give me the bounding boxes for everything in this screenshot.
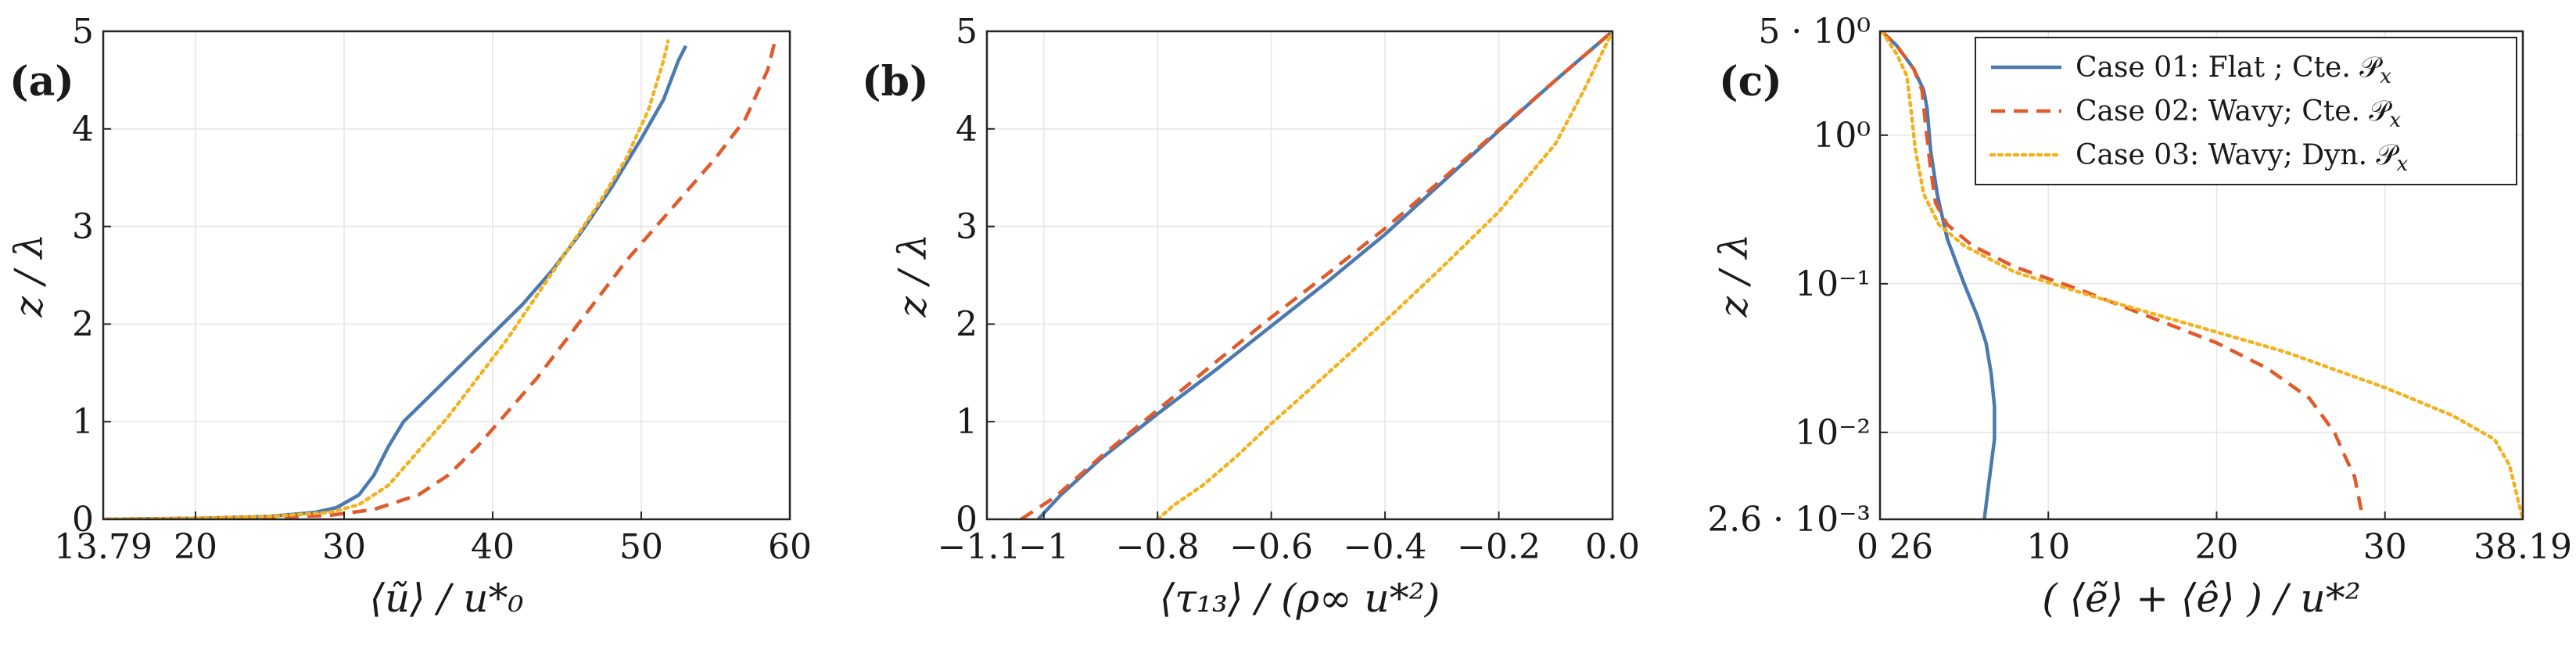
legend-box [1975, 37, 2517, 185]
y-tick-label: 10⁻¹ [1795, 264, 1871, 304]
x-tick-label: 60 [768, 527, 812, 567]
series-line-case-03 [1155, 31, 1613, 519]
y-tick-label: 2 [956, 304, 978, 344]
x-tick-label: 40 [471, 527, 515, 567]
y-tick-label: 4 [72, 109, 94, 149]
legend-entry-label: Case 03: Wavy; Dyn. 𝒫x [2076, 139, 2408, 176]
grid [103, 31, 790, 519]
series-line-case-03 [103, 39, 670, 519]
legend-entry-label: Case 01: Flat ; Cte. 𝒫x [2076, 52, 2391, 88]
plot-frame [985, 30, 1614, 521]
y-tick-label: 3 [72, 207, 94, 247]
x-tick-label: 0.0 [1585, 527, 1640, 567]
x-tick-label: 10 [2026, 527, 2070, 567]
x-tick-label: −1.1 [938, 527, 1021, 567]
x-tick-label: −0.6 [1229, 527, 1313, 567]
panel-label: (c) [1719, 58, 1782, 106]
series-line-case-02 [1880, 31, 2365, 519]
y-tick-label: 4 [956, 109, 978, 149]
plot-frame [1878, 30, 2524, 521]
y-tick-label: 0 [956, 500, 978, 540]
x-tick-label: 20 [174, 527, 217, 567]
x-tick-label: 0 26 [1857, 527, 1933, 567]
x-tick-label: 50 [619, 527, 663, 567]
y-tick-label: 3 [956, 207, 978, 247]
plot-frame [102, 30, 791, 521]
y-axis-label: z / λ [890, 234, 935, 318]
x-tick-label: −0.8 [1116, 527, 1200, 567]
legend-entry-subscript: x [2380, 65, 2391, 88]
x-tick-label: 38.19 [2474, 527, 2572, 567]
y-tick-label: 1 [72, 402, 94, 442]
y-axis-label: z / λ [6, 234, 52, 318]
x-tick-label: −0.2 [1457, 527, 1541, 567]
series-lines [103, 39, 777, 519]
series-lines [1880, 31, 2523, 519]
panel-label: (b) [862, 58, 929, 106]
series-line-case-01 [1880, 31, 1997, 519]
y-axis-label: z / λ [1711, 234, 1756, 318]
x-tick-label: 30 [2363, 527, 2407, 567]
y-tick-label: 10⁻² [1795, 413, 1871, 453]
y-tick-label: 1 [956, 402, 978, 442]
y-tick-label: 5 [956, 12, 978, 52]
panel-b: −1.1−1 −0.8 −0.6 −0.4 −0.2 0.0 0 1 2 3 4 5 ⟨τ₁₃⟩ / (… [862, 12, 1640, 621]
y-tick-label: 2 [72, 304, 94, 344]
series-line-case-02 [103, 40, 777, 519]
panel-label: (a) [9, 58, 74, 106]
panel-c: 0 26 10 20 30 38.19 2.6 · 10⁻³ 10⁻² 10⁻¹ 10⁰ 5 · … [1707, 12, 2572, 621]
series-lines [1020, 31, 1613, 519]
series-line-case-03 [1880, 31, 2523, 519]
x-axis-label: ⟨ũ⟩ / u*₀ [369, 576, 523, 621]
series-line-case-02 [1020, 31, 1613, 519]
y-tick-label: 5 · 10⁰ [1758, 12, 1871, 52]
x-axis-label: ⟨τ₁₃⟩ / (ρ∞ u*²) [1160, 576, 1440, 621]
x-tick-label: −1 [1018, 527, 1069, 567]
x-tick-label: 30 [322, 527, 366, 567]
legend: Case 01: Flat ; Cte. 𝒫x Case 02: Wavy; Ct… [1975, 37, 2517, 185]
y-tick-label: 2.6 · 10⁻³ [1707, 500, 1871, 540]
panel-a: 13.79 20 30 40 50 60 0 1 2 3 4 5 ⟨ũ⟩ / u*₀ z / λ (a) [6, 12, 812, 621]
legend-entry-label: Case 02: Wavy; Cte. 𝒫x [2076, 95, 2401, 132]
grid [987, 31, 1613, 519]
y-tick-label: 0 [72, 500, 94, 540]
legend-entry-subscript: x [2396, 153, 2408, 176]
x-tick-label: 20 [2194, 527, 2238, 567]
series-line-case-01 [103, 45, 688, 519]
x-tick-label: 13.79 [54, 527, 152, 567]
x-tick-label: −0.4 [1344, 527, 1427, 567]
x-axis-label: ( ⟨ẽ⟩ + ⟨ê⟩ ) / u*² [2042, 576, 2361, 621]
y-tick-label: 10⁰ [1813, 116, 1871, 156]
legend-entry-subscript: x [2389, 109, 2401, 132]
y-tick-label: 5 [72, 12, 94, 52]
